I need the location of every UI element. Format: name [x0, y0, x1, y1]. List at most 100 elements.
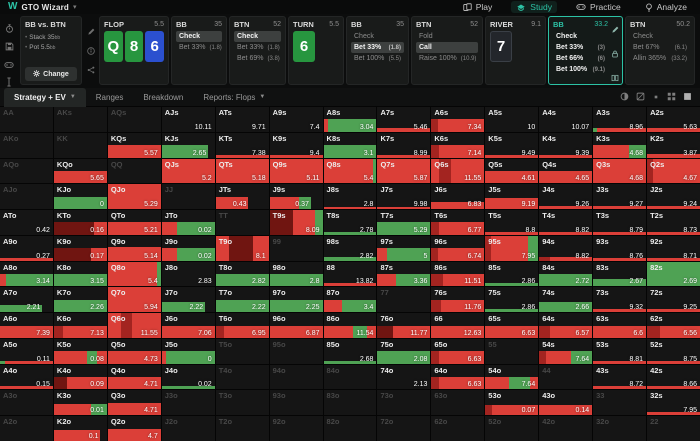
hand-cell-77[interactable]: 77 [377, 287, 431, 313]
nav-study[interactable]: Study [511, 1, 558, 13]
nav-analyze[interactable]: Analyze [640, 1, 692, 13]
hand-cell-A2o[interactable]: A2o [0, 416, 53, 441]
hand-cell-Q4o[interactable]: Q4o 4.71 [107, 364, 161, 390]
tab-reports-flops[interactable]: Reports: Flops ▼ [203, 92, 266, 102]
hand-cell-43s[interactable]: 43s 8.72 [593, 364, 647, 390]
hand-cell-83o[interactable]: 83o [323, 390, 377, 416]
hand-cell-85o[interactable]: 85o 2.68 [323, 338, 377, 364]
hand-cell-63s[interactable]: 63s 6.6 [593, 313, 647, 338]
hand-cell-ATs[interactable]: ATs 9.71 [215, 107, 269, 132]
app-logo[interactable]: W GTO Wizard ▾ [8, 2, 77, 12]
info-icon[interactable] [86, 42, 95, 60]
hand-cell-Q3o[interactable]: Q3o 4.71 [107, 390, 161, 416]
hand-cell-T4s[interactable]: T4s 8.82 [539, 210, 593, 235]
contrast-icon[interactable] [620, 88, 629, 106]
hand-cell-62o[interactable]: 62o [431, 416, 485, 441]
change-button[interactable]: Change [25, 67, 77, 81]
hand-cell-96o[interactable]: 96o 6.87 [269, 313, 323, 338]
hand-cell-J3s[interactable]: J3s 9.27 [593, 184, 647, 210]
hand-cell-QTs[interactable]: QTs 5.18 [215, 158, 269, 184]
hand-cell-J4s[interactable]: J4s 9.26 [539, 184, 593, 210]
hand-cell-54o[interactable]: 54o 7.64 [485, 364, 539, 390]
hand-cell-Q9s[interactable]: Q9s 5.11 [269, 158, 323, 184]
hand-cell-52o[interactable]: 52o [485, 416, 539, 441]
hand-cell-J8o[interactable]: J8o 2.83 [161, 261, 215, 287]
hand-cell-T4o[interactable]: T4o [215, 364, 269, 390]
split-square-icon[interactable] [636, 88, 645, 106]
hand-cell-T8s[interactable]: T8s 2.78 [323, 210, 377, 235]
nav-practice[interactable]: Practice [571, 1, 626, 13]
hand-cell-74o[interactable]: 74o 2.13 [377, 364, 431, 390]
hand-cell-43o[interactable]: 43o 0.14 [539, 390, 593, 416]
hand-cell-52s[interactable]: 52s 8.75 [647, 338, 700, 364]
hand-cell-92o[interactable]: 92o [269, 416, 323, 441]
hand-cell-T6o[interactable]: T6o 6.95 [215, 313, 269, 338]
hand-cell-J9s[interactable]: J9s 0.37 [269, 184, 323, 210]
hand-cell-83s[interactable]: 83s 2.67 [593, 261, 647, 287]
hand-cell-65o[interactable]: 65o 6.63 [431, 338, 485, 364]
hand-cell-Q6o[interactable]: Q6o 11.55 [107, 313, 161, 338]
hand-cell-33[interactable]: 33 [593, 390, 647, 416]
hand-cell-AKs[interactable]: AKs [53, 107, 107, 132]
hand-cell-84s[interactable]: 84s 2.72 [539, 261, 593, 287]
hand-cell-KTs[interactable]: KTs 7.38 [215, 132, 269, 158]
hand-cell-Q7o[interactable]: Q7o 5.94 [107, 287, 161, 313]
hand-cell-98s[interactable]: 98s 2.82 [323, 235, 377, 261]
hand-cell-73s[interactable]: 73s 9.32 [593, 287, 647, 313]
hand-cell-74s[interactable]: 74s 2.66 [539, 287, 593, 313]
timer-icon[interactable] [5, 20, 14, 38]
hand-cell-J2s[interactable]: J2s 9.24 [647, 184, 700, 210]
hand-cell-A8s[interactable]: A8s 3.04 [323, 107, 377, 132]
hand-cell-T9o[interactable]: T9o 8.1 [215, 235, 269, 261]
hand-cell-A8o[interactable]: A8o 3.14 [0, 261, 53, 287]
hand-cell-Q6s[interactable]: Q6s 11.55 [431, 158, 485, 184]
tab-strategy-ev[interactable]: Strategy + EV ▼ [4, 87, 86, 107]
hand-cell-A5o[interactable]: A5o 0.11 [0, 338, 53, 364]
hand-cell-93o[interactable]: 93o [269, 390, 323, 416]
hand-cell-Q8o[interactable]: Q8o 5.4 [107, 261, 161, 287]
hand-cell-Q5s[interactable]: Q5s 4.61 [485, 158, 539, 184]
hand-cell-J7s[interactable]: J7s 9.98 [377, 184, 431, 210]
hand-cell-J7o[interactable]: J7o 2.22 [161, 287, 215, 313]
hand-cell-Q5o[interactable]: Q5o 4.73 [107, 338, 161, 364]
hand-cell-86s[interactable]: 86s 11.51 [431, 261, 485, 287]
hand-cell-85s[interactable]: 85s 2.86 [485, 261, 539, 287]
hand-cell-Q2s[interactable]: Q2s 4.67 [647, 158, 700, 184]
hand-cell-95s[interactable]: 95s 7.95 [485, 235, 539, 261]
hand-cell-JJ[interactable]: JJ [161, 184, 215, 210]
hand-cell-75s[interactable]: 75s 2.86 [485, 287, 539, 313]
action-fold[interactable]: Fold [419, 33, 433, 40]
hand-cell-K4o[interactable]: K4o 0.09 [53, 364, 107, 390]
hand-cell-64s[interactable]: 64s 6.57 [539, 313, 593, 338]
hand-cell-J6o[interactable]: J6o 7.06 [161, 313, 215, 338]
hand-cell-K9s[interactable]: K9s 9.4 [269, 132, 323, 158]
action-bet-66-[interactable]: Bet 66% (6) [556, 55, 605, 62]
size-medium-icon[interactable] [667, 88, 676, 106]
hand-cell-65s[interactable]: 65s 6.63 [485, 313, 539, 338]
hand-cell-J8s[interactable]: J8s 2.8 [323, 184, 377, 210]
hand-cell-97o[interactable]: 97o 2.25 [269, 287, 323, 313]
hand-cell-A3o[interactable]: A3o [0, 390, 53, 416]
hand-cell-J5o[interactable]: J5o 0 [161, 338, 215, 364]
hand-cell-53s[interactable]: 53s 8.81 [593, 338, 647, 364]
hand-cell-KQs[interactable]: KQs 5.57 [107, 132, 161, 158]
hand-cell-K8s[interactable]: K8s 3.1 [323, 132, 377, 158]
action-bet-33-[interactable]: Bet 33% (1.8) [237, 44, 280, 51]
action-check[interactable]: Check [354, 33, 374, 40]
hand-cell-72s[interactable]: 72s 9.25 [647, 287, 700, 313]
hand-cell-42s[interactable]: 42s 8.66 [647, 364, 700, 390]
action-bet-69-[interactable]: Bet 69% (3.8) [237, 55, 280, 62]
hand-cell-32s[interactable]: 32s 7.95 [647, 390, 700, 416]
hand-cell-73o[interactable]: 73o [377, 390, 431, 416]
action-check[interactable]: Check [633, 33, 653, 40]
hand-cell-TT[interactable]: TT [215, 210, 269, 235]
hand-cell-92s[interactable]: 92s 8.71 [647, 235, 700, 261]
hand-cell-99[interactable]: 99 [269, 235, 323, 261]
hand-cell-K2s[interactable]: K2s 3.87 [647, 132, 700, 158]
tab-breakdown[interactable]: Breakdown [143, 92, 184, 102]
hand-cell-Q7s[interactable]: Q7s 5.87 [377, 158, 431, 184]
hand-cell-AQs[interactable]: AQs [107, 107, 161, 132]
hand-cell-K8o[interactable]: K8o 3.15 [53, 261, 107, 287]
hand-cell-94o[interactable]: 94o [269, 364, 323, 390]
compare-icon[interactable] [611, 69, 619, 87]
